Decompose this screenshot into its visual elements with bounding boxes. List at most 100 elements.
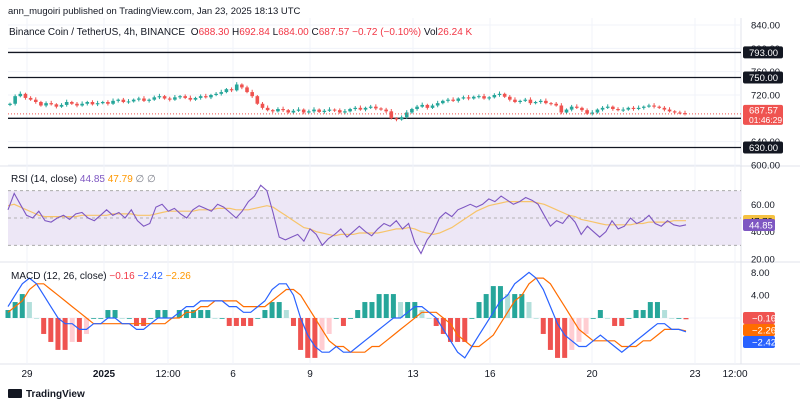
macd-histogram-bar	[290, 318, 296, 326]
macd-histogram-bar	[283, 310, 289, 318]
candle-body	[451, 99, 455, 101]
candle-body	[590, 112, 595, 114]
macd-histogram-bar	[597, 310, 603, 318]
candle-body	[600, 107, 605, 110]
candle-body	[18, 93, 23, 97]
candle-body	[379, 108, 383, 110]
candle-body	[605, 106, 610, 108]
rsi-tick-label: 40.00	[751, 227, 775, 238]
candle-body	[219, 92, 224, 94]
close-label: C	[311, 27, 319, 38]
price-pane	[8, 51, 741, 149]
macd-histogram-bar	[19, 294, 25, 318]
x-tick-label: 9	[307, 369, 313, 380]
candle-body	[90, 102, 95, 105]
macd-histogram-bar	[105, 310, 111, 318]
candle-body	[332, 109, 337, 111]
x-tick-label: 12:00	[155, 369, 180, 380]
countdown-label: 01:46:29	[749, 115, 782, 125]
macd-histogram-bar	[91, 318, 97, 319]
candle-body	[234, 84, 239, 91]
candle-body	[363, 107, 368, 110]
macd-histogram-bar	[212, 318, 218, 319]
candle-body	[255, 96, 260, 104]
candle-body	[636, 107, 641, 109]
candle-body	[626, 107, 631, 110]
macd-histogram-bar	[119, 318, 125, 319]
instrument-title[interactable]: Binance Coin / TetherUS, 4h, BINANCE	[9, 27, 186, 38]
candle-body	[173, 97, 177, 100]
candle-body	[652, 105, 656, 107]
open-value: 688.30	[198, 27, 230, 38]
candle-body	[466, 97, 471, 99]
candle-body	[23, 93, 28, 98]
candle-body	[276, 109, 280, 112]
rsi-empty-values: ∅ ∅	[135, 174, 156, 185]
macd-histogram-bar	[219, 318, 225, 319]
candle-body	[147, 99, 151, 101]
candle-body	[580, 107, 584, 111]
macd-histogram-bar	[476, 302, 482, 318]
price-legend[interactable]: Binance Coin / TetherUS, 4h, BINANCE O68…	[9, 27, 472, 38]
macd-histogram-bar	[640, 310, 646, 318]
macd-name[interactable]: MACD (12, 26, close)	[11, 271, 107, 282]
low-value: 684.00	[278, 27, 309, 38]
macd-histogram-bar	[590, 318, 596, 319]
rsi-tick-label: 20.00	[751, 255, 775, 266]
candle-body	[152, 97, 157, 100]
last-price-label-bg	[743, 104, 783, 125]
candle-body	[286, 110, 291, 113]
candle-body	[492, 95, 497, 98]
macd-histogram-bar	[526, 302, 532, 318]
level-label-bg	[743, 141, 783, 154]
macd-histogram-bar	[5, 310, 11, 318]
level-label: 793.00	[749, 48, 778, 59]
macd-histogram-bar	[233, 318, 239, 326]
macd-histogram-bar	[505, 294, 511, 318]
candle-body	[528, 99, 533, 104]
macd-histogram-bar	[519, 294, 525, 318]
macd-histogram-bar	[255, 318, 261, 319]
candle-body	[549, 103, 553, 105]
macd-histogram-bar	[483, 294, 489, 318]
macd-legend[interactable]: MACD (12, 26, close) −0.16 −2.42 −2.26	[11, 271, 191, 282]
candle-body	[399, 117, 404, 120]
rsi-name[interactable]: RSI (14, close)	[11, 174, 78, 185]
candle-body	[574, 106, 579, 108]
macd-histogram-bar	[198, 310, 204, 318]
macd-histogram-bar	[383, 294, 389, 318]
candle-body	[569, 106, 574, 110]
macd-histogram-bar	[412, 302, 418, 318]
candle-body	[384, 109, 388, 112]
candle-body	[368, 106, 373, 108]
macd-histogram-bar	[176, 310, 182, 318]
macd-histogram-bar	[312, 318, 318, 358]
candle-body	[374, 106, 378, 109]
macd-histogram-bar	[298, 318, 304, 350]
volume-label: Vol	[423, 27, 438, 38]
x-tick-label: 6	[230, 369, 236, 380]
macd-histogram-bar	[12, 302, 18, 318]
candle-body	[672, 111, 677, 113]
candle-body	[435, 103, 440, 106]
macd-value-label: −2.42	[752, 338, 776, 349]
macd-histogram-bar	[419, 310, 425, 318]
macd-histogram-bar	[369, 302, 375, 318]
macd-histogram-bar	[569, 318, 575, 350]
macd-histogram-bar	[654, 302, 660, 318]
tradingview-logo-text: TradingView	[26, 389, 85, 400]
candle-body	[404, 112, 409, 118]
candle-body	[229, 89, 234, 91]
candle-body	[441, 100, 445, 104]
rsi-legend[interactable]: RSI (14, close) 44.85 47.79 ∅ ∅	[11, 174, 156, 185]
macd-histogram-bar	[340, 318, 346, 326]
macd-line	[7, 271, 687, 359]
candle-body	[585, 110, 589, 114]
candle-body	[647, 105, 651, 107]
macd-histogram-bar	[533, 318, 539, 319]
macd-value-label-bg	[743, 336, 775, 348]
tradingview-logo[interactable]: TradingView	[8, 389, 85, 400]
macd-histogram-bar	[612, 318, 618, 326]
candle-body	[8, 103, 12, 105]
candle-body	[322, 110, 327, 112]
